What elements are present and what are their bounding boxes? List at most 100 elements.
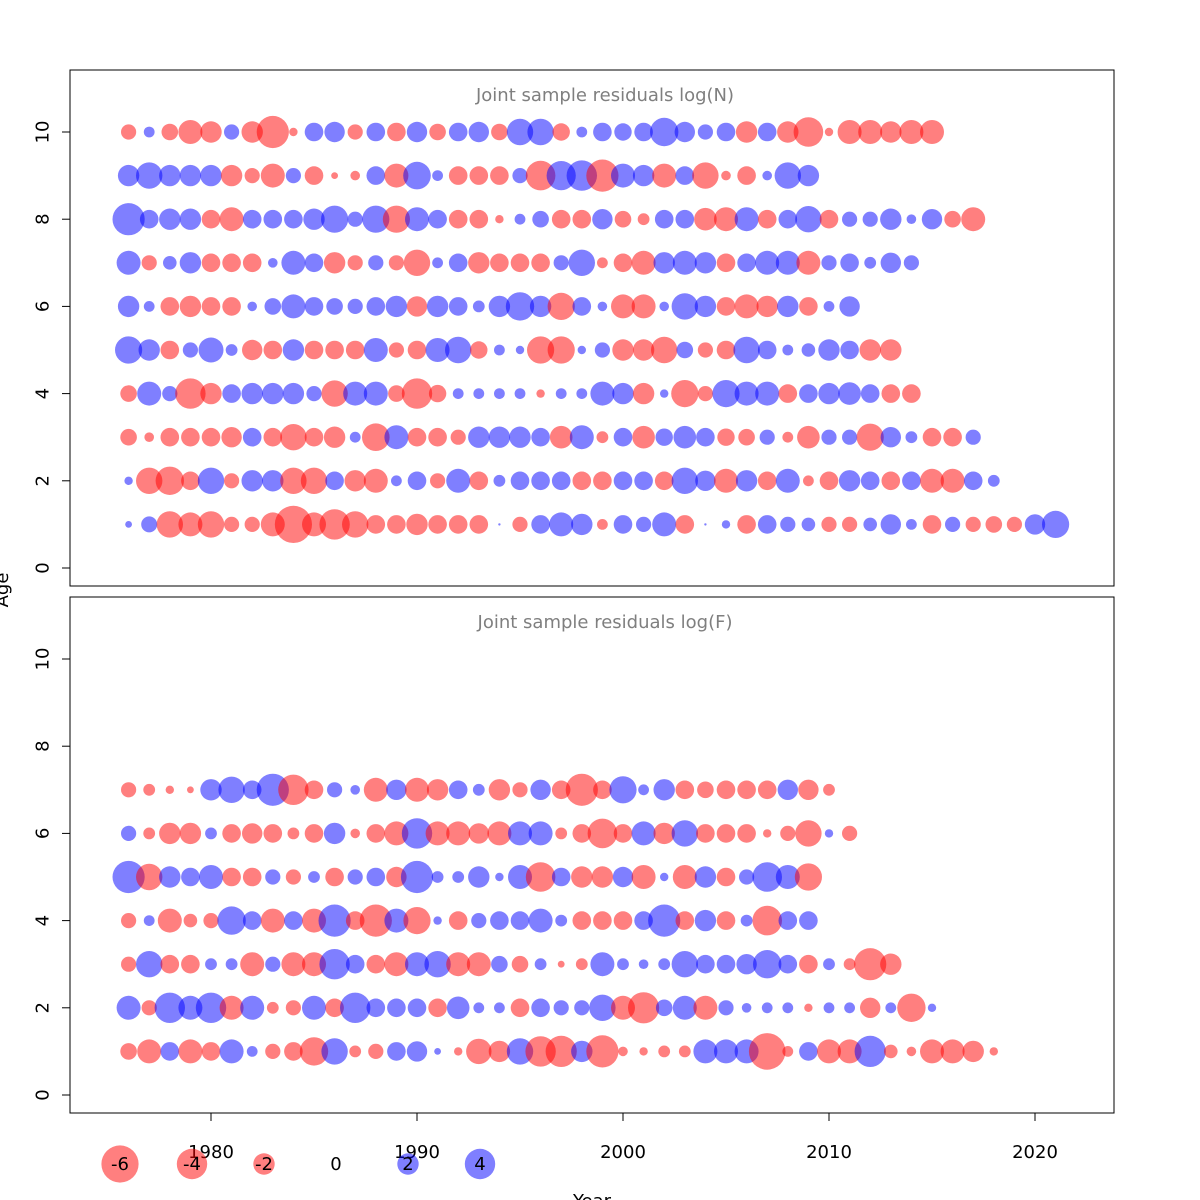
residual-bubble	[450, 429, 466, 445]
residual-bubble	[881, 384, 901, 403]
residual-bubble	[219, 995, 244, 1020]
residual-bubble	[285, 869, 301, 885]
residual-bubble	[425, 338, 450, 362]
residual-bubble	[388, 342, 404, 358]
residual-bubble	[494, 388, 505, 399]
residual-bubble	[384, 821, 409, 846]
y-axis: 0 2 4 6 8 10	[32, 121, 70, 574]
residual-bubble	[736, 954, 757, 975]
residual-bubble	[363, 338, 388, 362]
chart-title: Joint sample residuals log(N)	[475, 85, 734, 106]
residual-bubble	[880, 427, 901, 448]
residual-bubble	[636, 516, 652, 533]
residual-bubble	[181, 954, 200, 974]
legend-label: -2	[255, 1154, 273, 1175]
residual-bubble	[752, 862, 782, 892]
residual-bubble	[179, 208, 202, 230]
residual-bubble	[782, 431, 794, 443]
residual-bubble	[551, 780, 571, 800]
residual-bubble	[716, 911, 736, 930]
residual-bubble	[366, 515, 386, 534]
residual-bubble	[401, 378, 433, 409]
residual-bubble	[637, 213, 650, 226]
residual-bubble	[631, 294, 656, 319]
residual-bubble	[246, 1046, 258, 1057]
residual-bubble	[136, 467, 163, 494]
residual-bubble	[712, 380, 740, 408]
residual-bubble	[671, 467, 698, 494]
residual-bubble	[880, 514, 901, 535]
residual-bubble	[319, 509, 350, 540]
residual-bubble	[842, 516, 858, 533]
residual-bubble	[906, 519, 917, 530]
residual-bubble	[780, 825, 796, 842]
residual-bubble	[448, 122, 468, 142]
residual-bubble	[795, 206, 822, 233]
residual-bubble	[242, 780, 262, 800]
residual-bubble	[262, 470, 284, 492]
residual-bubble	[345, 911, 365, 930]
residual-bubble	[494, 1002, 505, 1014]
residual-bubble	[798, 779, 819, 800]
residual-bubble	[219, 207, 244, 232]
residual-bubble	[178, 512, 203, 537]
residual-bubble	[880, 121, 902, 143]
residual-bubble	[260, 163, 285, 188]
residual-bubble	[531, 471, 550, 491]
residual-bubble	[797, 425, 820, 449]
residual-bubble	[696, 954, 715, 974]
residual-bubble	[597, 257, 608, 269]
residual-bubble	[778, 384, 798, 403]
residual-bubble	[388, 385, 405, 402]
residual-bubble	[265, 869, 281, 885]
residual-bubble	[660, 389, 669, 398]
residual-bubble	[470, 341, 488, 359]
residual-bubble	[840, 253, 859, 273]
legend-label: -6	[111, 1154, 129, 1175]
residual-bubble	[347, 124, 363, 140]
residual-bubble	[673, 425, 697, 449]
residual-bubble	[406, 296, 428, 317]
residual-bubble	[693, 995, 718, 1020]
residual-bubble	[557, 960, 565, 968]
residual-bubble	[448, 780, 468, 800]
residual-bubble	[350, 828, 361, 839]
residual-bubble	[652, 512, 677, 537]
residual-bubble	[527, 118, 554, 146]
residual-bubble	[159, 208, 181, 230]
residual-bubble	[331, 172, 338, 180]
residual-bubble	[155, 466, 184, 495]
residual-bubble	[219, 1039, 244, 1064]
residual-bubble	[384, 163, 409, 188]
residual-bubble	[281, 250, 306, 275]
residual-bubble	[509, 426, 531, 448]
residual-bubble	[777, 295, 799, 318]
residual-bubble	[804, 1003, 813, 1012]
x-tick-label: 2000	[600, 1142, 646, 1163]
residual-bubble	[589, 994, 616, 1021]
residual-bubble	[823, 1002, 835, 1014]
residual-bubble	[799, 1042, 818, 1061]
residual-bubble	[366, 954, 386, 974]
residual-bubble	[838, 470, 861, 492]
residual-bubble	[860, 471, 880, 491]
residual-bubble	[752, 905, 782, 936]
residual-bubble	[304, 780, 324, 800]
residual-bubble	[321, 205, 349, 233]
residual-bubble	[200, 382, 222, 405]
residual-bubble	[840, 340, 859, 360]
residual-bubble	[525, 862, 556, 892]
y-tick-label: 4	[32, 388, 53, 399]
residual-bubble	[920, 1039, 944, 1064]
residual-bubble	[593, 911, 612, 930]
residual-bubble	[611, 995, 635, 1020]
residual-bubble	[653, 779, 675, 801]
residual-bubble	[224, 124, 240, 140]
residual-bubble	[694, 866, 717, 888]
residual-bubble	[591, 866, 614, 888]
residual-bubble	[714, 207, 738, 232]
residual-bubble	[945, 516, 961, 533]
residual-bubble	[716, 253, 736, 273]
residual-bubble	[612, 382, 634, 405]
residual-bubble	[386, 779, 407, 800]
